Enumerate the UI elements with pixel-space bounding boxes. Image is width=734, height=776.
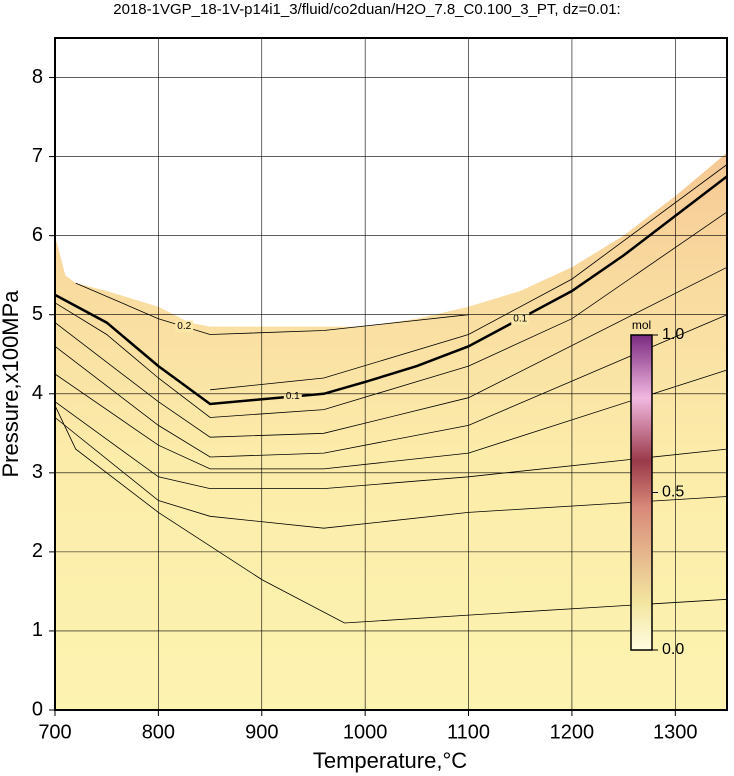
contour-line [54,369,728,470]
contour-line [75,282,469,335]
y-axis-label: Pressure,x100MPa [0,290,23,478]
y-tick-label: 4 [32,382,43,404]
plot-frame [54,37,728,711]
x-axis-label: Temperature,°C [313,748,467,773]
x-tick-label: 1000 [343,721,388,743]
y-tick-label: 3 [32,461,43,483]
x-tick-label: 700 [38,721,71,743]
colorbar-label: mol [632,318,651,332]
colorbar [630,334,653,651]
contour-line [54,401,728,489]
x-tick-label: 1100 [447,721,490,743]
x-tick-label: 800 [142,721,175,743]
y-tick-label: 8 [32,66,43,88]
contour-label-bg [511,312,530,325]
contour-line [54,175,728,406]
contour-label: 0.1 [286,391,300,402]
x-tick-label: 900 [245,721,278,743]
contour-label: 0.2 [177,321,191,332]
y-tick-label: 7 [32,145,43,167]
colorbar-tick-label: 1.0 [662,326,684,343]
colorbar-tick-label: 0.0 [662,641,684,658]
y-tick-label: 5 [32,303,43,325]
y-tick-label: 6 [32,224,43,246]
y-tick-label: 0 [32,698,43,720]
contour-line [54,314,728,458]
y-tick-label: 2 [32,540,43,562]
contour-line [54,211,728,418]
contour-label: 0.1 [513,313,527,324]
y-tick-label: 1 [32,619,43,641]
colorbar-tick-label: 0.5 [662,484,684,501]
stable-field [55,152,727,711]
contour-label-bg [175,320,194,333]
contour-line [54,417,728,529]
contour-line [54,266,728,438]
x-tick-label: 1200 [550,721,595,743]
chart-title: 2018-1VGP_18-1V-p14i1_3/fluid/co2duan/H2… [113,1,620,18]
x-tick-label: 1300 [653,721,698,743]
